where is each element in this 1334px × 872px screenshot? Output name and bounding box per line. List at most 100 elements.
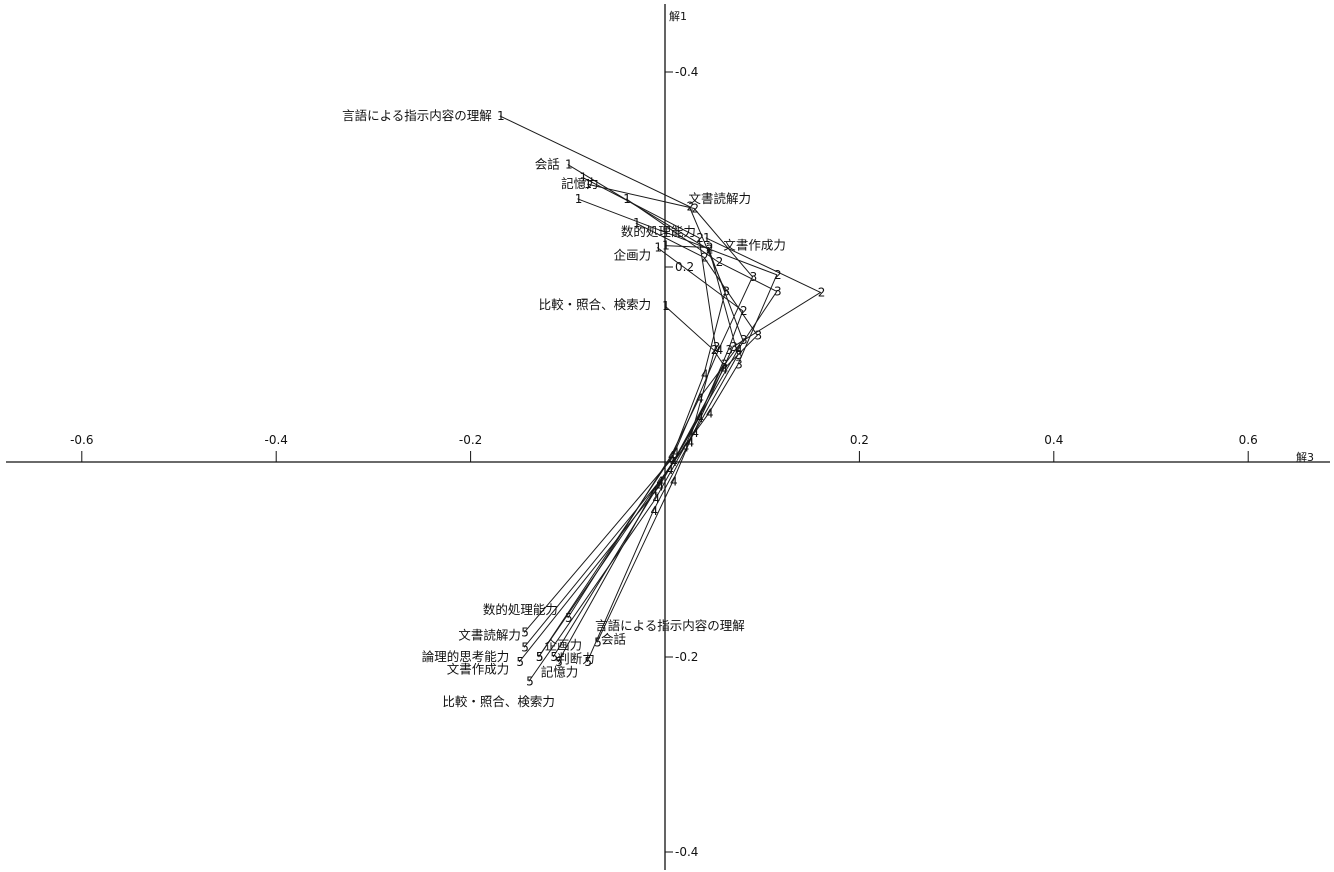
point-label: 3 [750,270,758,284]
x-tick-label: 0.6 [1239,433,1258,447]
point-label: 4 [656,479,664,493]
category-label: 文書読解力 [458,628,521,643]
point-label: 4 [682,440,690,454]
category-label: 記憶力 [561,176,599,191]
category-label: 文書作成力 [723,238,786,253]
series-line [523,222,758,648]
point-label: 5 [594,635,602,649]
point-label: 5 [584,655,592,669]
series-line [499,115,726,633]
point-label: 5 [536,650,544,664]
point-label: 4 [666,463,674,477]
x-tick-label: -0.2 [459,433,482,447]
point-label: 2 [696,231,704,245]
point-label: 1 [580,170,588,184]
point-label: 4 [668,453,676,467]
category-label: 数的処理能力 [621,224,696,239]
series-lines [499,115,822,682]
point-label: 2 [774,268,782,282]
x-tick-label: -0.6 [70,433,93,447]
category-label: 会話 [601,631,626,646]
point-label: 3 [730,340,738,354]
point-label: 3 [735,348,743,362]
category-labels: 言語による指示内容の理解会話記憶力文書読解力数的処理能力文書作成力企画力比較・照… [342,108,786,709]
point-label: 4 [735,343,743,357]
point-label: 4 [668,449,676,463]
point-label: 4 [672,445,680,459]
x-tick-label: 0.4 [1044,433,1063,447]
category-label: 企画力 [614,247,652,262]
point-label: 5 [516,655,524,669]
point-label: 1 [654,241,662,255]
point-label: 4 [670,455,678,469]
point-label: 4 [701,367,709,381]
point-label: 2 [740,304,748,318]
point-label: 2 [711,343,719,357]
point-label: 4 [651,484,659,498]
category-label: 比較・照合、検索力 [442,694,555,709]
category-label: 言語による指示内容の理解 [595,618,745,633]
point-label: 1 [584,177,592,191]
point-label: 2 [706,242,714,256]
point-label: 1 [497,109,505,123]
category-label: 数的処理能力 [483,602,558,617]
series-line [582,176,717,663]
category-label: 企画力 [545,637,583,652]
point-label: 2 [706,241,714,255]
point-label: 3 [735,358,743,372]
point-label: 5 [521,626,529,640]
category-label: 判断力 [557,651,595,666]
point-label: 1 [575,192,583,206]
point-label: 1 [633,216,641,230]
point-label: 2 [691,202,699,216]
point-label: 3 [725,343,733,357]
point-label: 4 [652,492,660,506]
point-label: 5 [565,611,573,625]
point-label: 4 [691,426,699,440]
point-label: 1 [662,299,670,313]
y-tick-label: -0.2 [675,650,698,664]
series-line [528,305,724,682]
x-tick-label: -0.4 [264,433,287,447]
category-label: 言語による指示内容の理解 [342,108,492,123]
point-label: 3 [755,328,763,342]
point-label: 5 [521,640,529,654]
point-label: 5 [536,650,544,664]
series-line [596,237,822,643]
point-label: 4 [656,475,664,489]
y-tick-label: 0.2 [675,260,694,274]
point-label: 1 [623,192,631,206]
point-label: 1 [565,158,573,172]
point-label: 2 [716,255,724,269]
y-tick-label: -0.4 [675,845,698,859]
point-label: 5 [555,655,563,669]
series-line [557,245,739,663]
point-label: 4 [696,411,704,425]
point-label: 2 [686,200,694,214]
point-label: 4 [651,504,659,518]
point-label: 2 [818,285,826,299]
point-label: 3 [740,333,748,347]
point-label: 3 [720,358,728,372]
point-label: 5 [550,650,558,664]
point-label: 1 [662,239,670,253]
point-label: 5 [526,674,534,688]
point-label: 4 [686,436,694,450]
point-label: 2 [701,250,709,264]
point-label: 3 [722,284,730,298]
category-label: 比較・照合、検索力 [539,297,652,312]
category-label: 論理的思考能力 [422,649,510,664]
series-line [538,198,778,658]
category-label: 記憶力 [541,665,579,680]
point-label: 4 [696,392,704,406]
axes: -0.6 -0.4 -0.2 0.2 0.4 0.6 -0.4 0.2 -0.2 -0.4 解3 解1 [6,4,1330,870]
point-label: 4 [686,436,694,450]
point-label: 4 [716,343,724,357]
y-axis-title: 解1 [669,9,687,23]
point-label: 4 [720,362,728,376]
y-tick-label: -0.4 [675,65,698,79]
series-line [538,183,754,658]
point-label: 4 [670,475,678,489]
category-label: 会話 [535,157,560,172]
